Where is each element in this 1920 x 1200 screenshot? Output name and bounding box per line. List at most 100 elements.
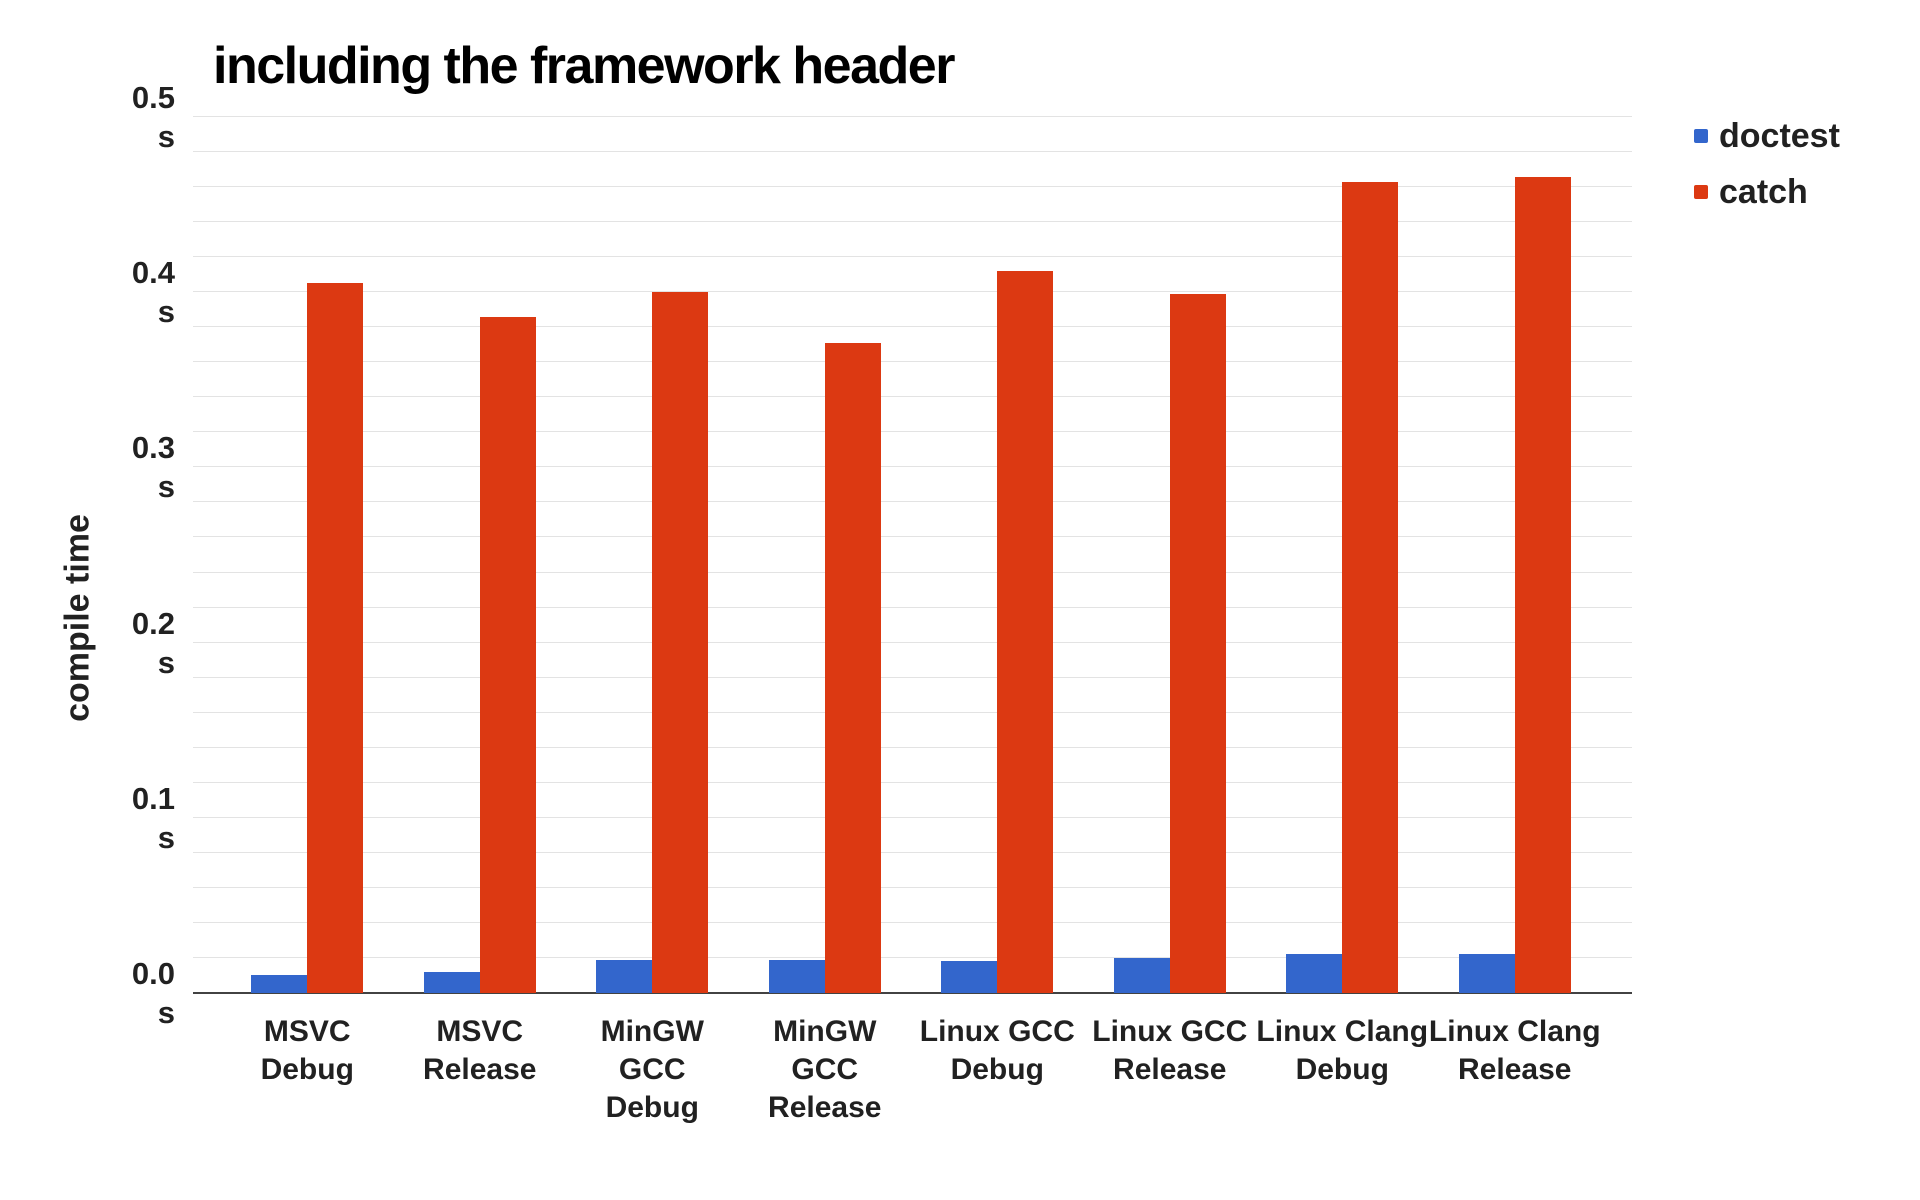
catch-bar[interactable] (824, 343, 881, 993)
gridline (193, 466, 1632, 468)
x-category-label-line: Debug (1295, 1053, 1389, 1086)
gridline (193, 361, 1632, 363)
bar-group-linux-clang-debug (1256, 117, 1429, 993)
x-category-label: Linux Clang Release (1429, 1013, 1602, 1127)
x-category-label: MSVC Release (394, 1013, 567, 1127)
catch-bar[interactable] (479, 316, 536, 993)
gridline (193, 816, 1632, 818)
x-category-label: Linux GCC Debug (911, 1013, 1084, 1127)
x-category-label-line: Linux GCC (919, 1015, 1075, 1048)
doctest-bar[interactable] (1458, 954, 1515, 993)
x-category-label-line: Release (423, 1053, 537, 1086)
bar-group-linux-clang-release (1429, 117, 1602, 993)
x-category-label-line: MinGW GCC (600, 1015, 704, 1086)
y-tick-label: 0.2 s (40, 604, 175, 682)
gridline (193, 536, 1632, 538)
x-category-label-line: Linux Clang (1256, 1015, 1429, 1048)
legend-item-doctest: doctest (1694, 115, 1840, 157)
gridline (193, 606, 1632, 608)
catch-bar[interactable] (652, 292, 709, 993)
x-category-label: Linux GCC Release (1084, 1013, 1257, 1127)
y-tick-label: 0.0 s (40, 954, 175, 1032)
gridline (193, 711, 1632, 713)
catch-bar[interactable] (997, 271, 1054, 993)
gridline (193, 431, 1632, 433)
gridline (193, 956, 1632, 958)
doctest-bar[interactable] (596, 959, 653, 993)
gridline (193, 186, 1632, 188)
x-category-label-line: Debug (950, 1053, 1044, 1086)
bar-group-mingw-gcc-release (739, 117, 912, 993)
chart-title: including the framework header (213, 37, 955, 95)
y-tick-label: 0.1 s (40, 779, 175, 857)
doctest-bar[interactable] (423, 971, 480, 993)
catch-bar[interactable] (1169, 293, 1226, 993)
y-tick-unit: s (157, 469, 175, 505)
bar-group-linux-gcc-release (1084, 117, 1257, 993)
doctest-bar[interactable] (1113, 957, 1170, 993)
catch-bar[interactable] (1514, 176, 1571, 993)
x-category-label-line: Linux GCC (1092, 1015, 1248, 1048)
x-axis-labels: MSVC Debug MSVC Release MinGW GCC Debug MinGW … (221, 1013, 1601, 1127)
y-tick-value: 0.2 (131, 605, 175, 641)
bar-group-msvc-debug (221, 117, 394, 993)
bar-group-mingw-gcc-debug (566, 117, 739, 993)
gridline (193, 851, 1632, 853)
gridline (193, 501, 1632, 503)
gridline (193, 326, 1632, 328)
legend: doctest catch (1694, 115, 1840, 213)
legend-label-catch: catch (1719, 173, 1808, 211)
bar-group-msvc-release (394, 117, 567, 993)
gridline (193, 781, 1632, 783)
y-tick-value: 0.4 (131, 255, 175, 291)
x-category-label-line: Release (768, 1091, 882, 1124)
y-tick-unit: s (157, 119, 175, 154)
y-tick-label: 0.3 s (40, 428, 175, 506)
y-tick-label: 0.4 s (40, 253, 175, 331)
x-category-label-line: Debug (605, 1091, 699, 1124)
catch-bar[interactable] (1342, 181, 1399, 993)
x-axis-baseline (193, 992, 1632, 994)
x-category-label: MinGW GCC Debug (566, 1013, 739, 1127)
x-category-label-line: MSVC (436, 1015, 524, 1048)
y-tick-label: 0.5 s (40, 78, 175, 156)
doctest-bar[interactable] (768, 959, 825, 993)
y-tick-unit: s (157, 294, 175, 330)
doctest-bar[interactable] (1286, 954, 1343, 993)
x-category-label-line: Debug (260, 1053, 354, 1086)
gridline (193, 641, 1632, 643)
catch-bar[interactable] (307, 283, 364, 993)
gridline (193, 396, 1632, 398)
y-tick-unit: s (157, 995, 175, 1030)
x-category-label-line: Linux Clang (1428, 1015, 1601, 1048)
bars-row (221, 117, 1601, 993)
gridline (193, 886, 1632, 888)
legend-item-catch: catch (1694, 171, 1840, 213)
y-tick-value: 0.3 (131, 430, 175, 466)
doctest-bar[interactable] (941, 961, 998, 993)
y-tick-unit: s (157, 644, 175, 680)
y-tick-value: 0.0 (131, 956, 175, 991)
gridline (193, 256, 1632, 258)
x-category-label-line: Release (1458, 1053, 1572, 1086)
gridline (193, 921, 1632, 923)
doctest-bar[interactable] (251, 975, 308, 993)
gridline (193, 291, 1632, 293)
catch-series-swatch (1694, 185, 1708, 199)
gridline (193, 676, 1632, 678)
gridline (193, 151, 1632, 153)
y-tick-value: 0.1 (131, 780, 175, 816)
bar-group-linux-gcc-debug (911, 117, 1084, 993)
y-tick-value: 0.5 (131, 80, 175, 115)
x-category-label-line: MSVC (263, 1015, 351, 1048)
y-tick-unit: s (157, 819, 175, 855)
gridline (193, 571, 1632, 573)
gridline (193, 221, 1632, 223)
x-category-label-line: Release (1113, 1053, 1227, 1086)
legend-label-doctest: doctest (1719, 117, 1840, 155)
gridline (193, 746, 1632, 748)
x-category-label: Linux Clang Debug (1256, 1013, 1429, 1127)
gridline (193, 116, 1632, 117)
doctest-series-swatch (1694, 129, 1708, 143)
